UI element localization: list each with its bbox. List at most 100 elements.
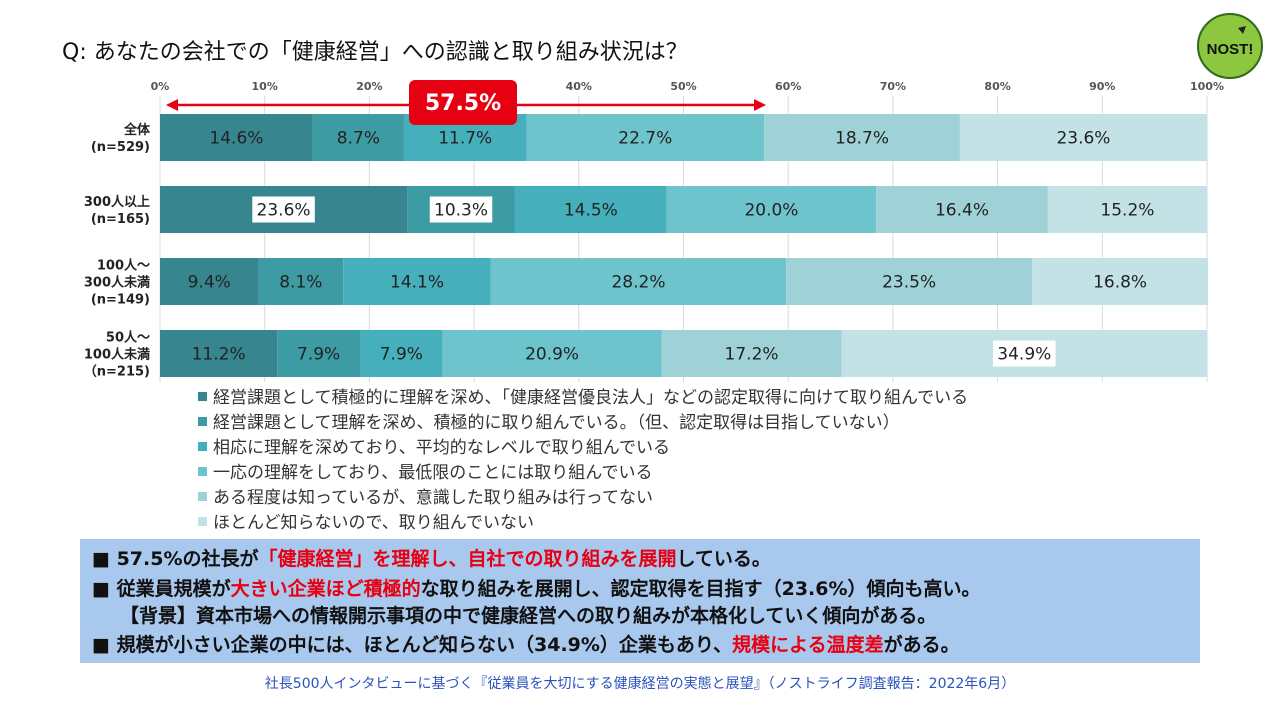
bar-segment (666, 186, 877, 233)
legend-item: ほとんど知らないので、取り組んでいない (198, 511, 968, 536)
legend-label: 経営課題として積極的に理解を深め、「健康経営優良法人」などの認定取得に向けて取り… (213, 388, 969, 408)
bar-segment (359, 330, 443, 377)
callout-box (409, 80, 517, 125)
data-label: 18.7% (835, 129, 889, 149)
data-label: 11.7% (438, 129, 492, 149)
data-label: 7.9% (380, 345, 423, 365)
data-label-highlight-box (429, 196, 493, 223)
legend-item: 相応に理解を深めており、平均的なレベルで取り組んでいる (198, 436, 968, 461)
x-tick-label: 0% (151, 80, 170, 93)
legend-label: 経営課題として理解を深め、積極的に取り組んでいる。（但、認定取得は目指していない… (213, 413, 900, 433)
data-label: 20.9% (525, 345, 579, 365)
question-title: Q: あなたの会社での「健康経営」への認識と取り組み状況は？ (62, 40, 688, 65)
data-label-highlight-box (252, 196, 315, 223)
category-label: 全体 (123, 122, 151, 138)
bar-segment (1047, 186, 1207, 233)
svg-text:NOST!: NOST! (1207, 41, 1254, 58)
bar-segment (514, 186, 667, 233)
legend-swatch (198, 441, 207, 451)
bar-segment (160, 114, 313, 161)
category-label: (n=529) (91, 140, 150, 155)
summary-line-4: ■ 規模が小さい企業の中には、ほとんど知らない（34.9%）企業もあり、規模によ… (92, 634, 960, 656)
category-label: 100人～ (97, 258, 150, 274)
bar-segment (442, 330, 662, 377)
data-label: 8.1% (279, 273, 322, 293)
data-label: 14.5% (564, 201, 618, 221)
category-label: (n=149) (91, 293, 150, 308)
data-label: 14.1% (390, 273, 444, 293)
category-label: (n=165) (91, 212, 150, 227)
data-label: 14.6% (209, 129, 263, 149)
source-footer: 社長500人インタビューに基づく『従業員を大切にする健康経営の実態と展望』（ノス… (264, 676, 1016, 692)
data-label: 22.7% (618, 129, 672, 149)
x-tick-label: 10% (252, 80, 278, 93)
legend-swatch (198, 491, 207, 501)
bar-segment (661, 330, 842, 377)
data-label: 11.2% (192, 345, 246, 365)
legend-swatch (198, 466, 207, 476)
bar-segment (258, 258, 344, 305)
data-label: 7.9% (297, 345, 340, 365)
bar-segment (1032, 258, 1209, 305)
x-tick-label: 80% (984, 80, 1010, 93)
legend-swatch (198, 416, 207, 426)
category-label: 300人未満 (84, 275, 150, 291)
legend-item: 経営課題として積極的に理解を深め、「健康経営優良法人」などの認定取得に向けて取り… (198, 386, 968, 411)
category-label: 50人～ (106, 330, 150, 346)
bar-segment (343, 258, 491, 305)
x-tick-label: 100% (1190, 80, 1224, 93)
bar-segment (959, 114, 1207, 161)
data-label: 23.5% (882, 273, 936, 293)
x-tick-label: 20% (356, 80, 382, 93)
data-label: 8.7% (337, 129, 380, 149)
stacked-bar-chart: 0%10%20%30%40%50%60%70%80%90%100%全体(n=52… (84, 80, 1224, 382)
chart-legend: 経営課題として積極的に理解を深め、「健康経営優良法人」などの認定取得に向けて取り… (198, 386, 968, 536)
x-tick-label: 50% (670, 80, 696, 93)
legend-label: 一応の理解をしており、最低限のことには取り組んでいる (213, 463, 653, 483)
data-label: 28.2% (611, 273, 665, 293)
category-label: 100人未満 (84, 347, 150, 363)
category-label: 300人以上 (84, 194, 150, 210)
x-tick-label: 90% (1089, 80, 1115, 93)
data-label: 16.4% (935, 201, 989, 221)
nost-logo: NOST! (1196, 12, 1264, 80)
bar-segment (277, 330, 360, 377)
data-label: 10.3% (434, 201, 488, 221)
legend-item: 経営課題として理解を深め、積極的に取り組んでいる。（但、認定取得は目指していない… (198, 411, 968, 436)
bar-segment (160, 258, 259, 305)
data-label: 23.6% (257, 201, 311, 221)
summary-box: ■ 57.5%の社長が「健康経営」を理解し、自社での取り組みを展開している。 ■… (80, 539, 1200, 663)
x-tick-label: 40% (566, 80, 592, 93)
summary-line-3: 【背景】資本市場への情報開示事項の中で健康経営への取り組みが本格化していく傾向が… (120, 605, 937, 627)
legend-swatch (198, 516, 207, 526)
bar-segment (490, 258, 787, 305)
bar-segment (312, 114, 404, 161)
x-tick-label: 70% (880, 80, 906, 93)
data-label: 20.0% (744, 201, 798, 221)
legend-label: ある程度は知っているが、意識した取り組みは行ってない (213, 488, 653, 508)
bar-segment (786, 258, 1033, 305)
category-label: （n=215) (84, 364, 150, 380)
legend-label: ほとんど知らないので、取り組んでいない (213, 513, 534, 533)
data-label: 34.9% (997, 345, 1051, 365)
callout-value: 57.5% (425, 91, 501, 116)
x-tick-label: 60% (775, 80, 801, 93)
data-label-highlight-box (993, 340, 1056, 367)
bar-segment (160, 330, 278, 377)
bar-segment (876, 186, 1048, 233)
bar-segment (526, 114, 765, 161)
callout-arrow-left-head (166, 99, 178, 111)
legend-item: ある程度は知っているが、意識した取り組みは行ってない (198, 486, 968, 511)
legend-label: 相応に理解を深めており、平均的なレベルで取り組んでいる (213, 438, 670, 458)
bar-segment (764, 114, 960, 161)
data-label: 23.6% (1056, 129, 1110, 149)
summary-line-2: ■ 従業員規模が大きい企業ほど積極的な取り組みを展開し、認定取得を目指す（23.… (92, 578, 981, 600)
data-label: 16.8% (1093, 273, 1147, 293)
data-label: 9.4% (188, 273, 231, 293)
summary-line-1: ■ 57.5%の社長が「健康経営」を理解し、自社での取り組みを展開している。 (92, 548, 771, 570)
data-label: 15.2% (1100, 201, 1154, 221)
callout-arrow-right-head (754, 99, 767, 111)
legend-swatch (198, 391, 207, 401)
legend-item: 一応の理解をしており、最低限のことには取り組んでいる (198, 461, 968, 486)
data-label: 17.2% (725, 345, 779, 365)
